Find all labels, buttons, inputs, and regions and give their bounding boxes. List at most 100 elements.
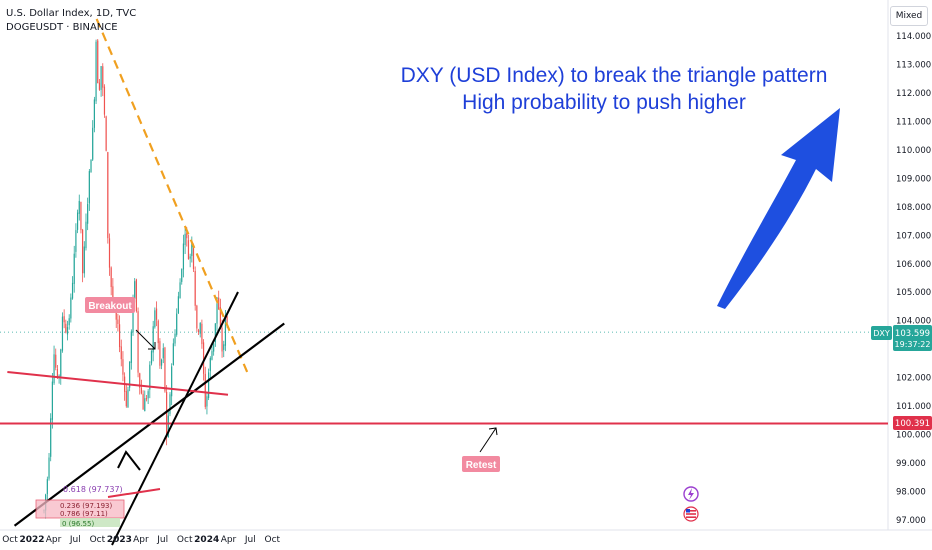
candle-body (71, 282, 74, 299)
candle-body (196, 305, 198, 329)
candle-body (144, 398, 146, 412)
price-pane (0, 0, 932, 531)
candle-body (155, 308, 158, 320)
candle-body (157, 320, 159, 344)
us-flag-icon[interactable] (683, 506, 699, 522)
candle-body (82, 229, 84, 274)
candle-body (159, 341, 161, 366)
candle-body (83, 246, 85, 274)
candle-body (73, 253, 75, 284)
candle-body (88, 171, 90, 204)
x-tick-label: 2023 (107, 535, 132, 545)
x-axis[interactable]: Oct 2022 Apr Jul Oct 2023 Apr Jul Oct 2024 Apr Jul O… (2, 535, 280, 545)
candle-body (93, 99, 95, 128)
candles (43, 39, 228, 519)
retest-label-bg (462, 456, 500, 472)
candle-body (177, 296, 179, 314)
x-tick-label: 2022 (19, 535, 44, 545)
candle-body (184, 233, 186, 245)
candle-body (142, 393, 144, 410)
triangle-support-line[interactable] (13, 322, 285, 527)
candle-body (152, 326, 154, 353)
candle-body (98, 82, 101, 90)
breakout-arrowhead (148, 342, 156, 350)
y-tick-label: 100.000 (896, 431, 931, 441)
candle-body (167, 415, 169, 438)
candle-body (56, 369, 59, 377)
candle-body (58, 375, 60, 377)
x-tick-label: Apr (133, 535, 149, 545)
retest-label: Retest (466, 460, 497, 471)
lightning-icon[interactable] (683, 486, 699, 502)
candle-body (209, 358, 211, 372)
candle-body (50, 418, 52, 457)
candle-body (103, 86, 106, 115)
candle-body (182, 243, 185, 270)
candle-body (166, 391, 168, 437)
candle-body (75, 230, 77, 252)
dxy-price-tag (893, 325, 932, 351)
candle-body (107, 152, 109, 239)
breakout-label: Breakout (88, 301, 132, 312)
y-tick-label: 106.000 (896, 260, 931, 270)
candle-body (206, 396, 208, 407)
candle-body (213, 343, 215, 352)
dxy-price-text: 103.599 (895, 329, 930, 339)
candle-body (117, 319, 119, 324)
candle-body (211, 351, 213, 360)
candle-body (95, 41, 97, 102)
candle-body (204, 373, 206, 407)
candle-body (70, 297, 72, 319)
fib-label: 0.618 (97.737) (63, 485, 123, 494)
candle-body (129, 361, 131, 388)
candle-body (191, 242, 193, 257)
red-level-tag (893, 416, 932, 430)
candle-body (164, 347, 166, 392)
candle-body (181, 269, 183, 282)
candle-body (122, 359, 124, 375)
x-tick-label: Jul (156, 535, 168, 545)
x-tick-label: Apr (46, 535, 62, 545)
candle-body (214, 323, 216, 343)
candle-body (137, 311, 139, 373)
countdown-text: 19:37:22 (895, 340, 931, 349)
overlay-symbol: DOGEUSDT · BINANCE (6, 22, 118, 33)
scale-mode-button[interactable]: Mixed (890, 6, 928, 26)
candle-body (105, 116, 107, 151)
pink-short-line[interactable] (107, 488, 161, 498)
candle-body (97, 40, 99, 84)
fib-label: 0 (96.55) (62, 520, 94, 528)
y-tick-label: 104.000 (896, 317, 931, 327)
candle-body (125, 391, 127, 407)
red-horizontal-line[interactable] (7, 370, 229, 396)
candle-body (102, 66, 104, 88)
retest-arrow (479, 427, 497, 453)
steep-trend-line[interactable] (111, 291, 239, 546)
candle-body (134, 281, 136, 299)
candle-body (108, 238, 111, 268)
annotation-line2: High probability to push higher (462, 91, 746, 114)
annotation-line1: DXY (USD Index) to break the triangle pa… (401, 64, 828, 87)
fib-label: 0.786 (97.11) (60, 510, 108, 518)
y-axis[interactable]: 114.000 113.000 112.000 111.000 110.000 109.0… (896, 32, 931, 526)
dxy-ticker-text: DXY (873, 329, 890, 338)
candle-body (219, 307, 221, 328)
y-tick-label: 109.000 (896, 174, 931, 184)
candle-body (53, 354, 55, 384)
x-tick-label: Jul (69, 535, 81, 545)
candle-body (194, 270, 196, 306)
candle-body (223, 344, 225, 350)
candle-body (197, 330, 200, 333)
triangle-resistance-line[interactable] (95, 18, 249, 373)
annotations: Breakout Retest DXY (USD Index) to break… (85, 64, 840, 522)
candle-body (162, 348, 164, 359)
y-tick-label: 102.000 (896, 374, 931, 384)
candle-body (145, 398, 148, 400)
breakout-label-bg (85, 297, 135, 313)
y-tick-label: 114.000 (896, 32, 931, 42)
candle-body (174, 333, 176, 344)
candle-body (65, 323, 67, 333)
x-tick-label: Oct (2, 535, 18, 545)
